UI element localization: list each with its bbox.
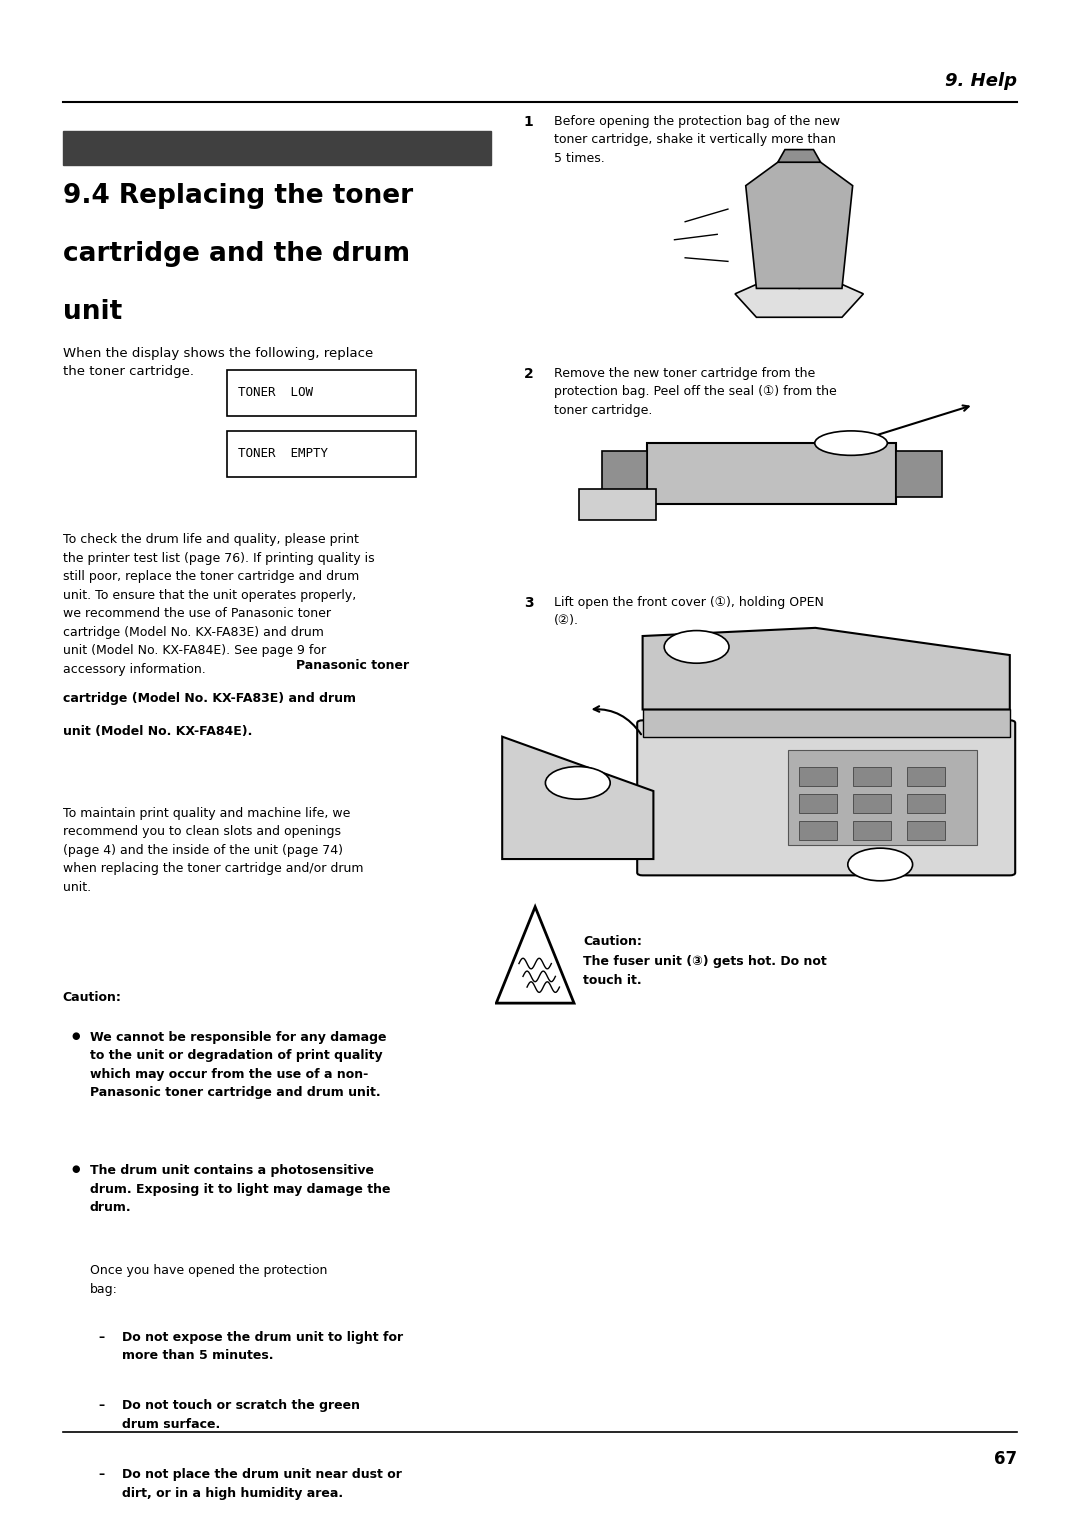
- Text: Before opening the protection bag of the new
toner cartridge, shake it verticall: Before opening the protection bag of the…: [554, 115, 840, 165]
- Bar: [896, 451, 942, 497]
- Text: –: –: [98, 1331, 105, 1343]
- Text: When the display shows the following, replace
the toner cartridge.: When the display shows the following, re…: [63, 347, 373, 377]
- Circle shape: [848, 848, 913, 880]
- Text: Once you have opened the protection
bag:: Once you have opened the protection bag:: [90, 1264, 327, 1296]
- Text: unit (Model No. KX-FA84E).: unit (Model No. KX-FA84E).: [63, 724, 252, 738]
- Text: Remove the new toner cartridge from the
protection bag. Peel off the seal (①) fr: Remove the new toner cartridge from the …: [554, 367, 837, 417]
- Text: Caution:: Caution:: [63, 992, 122, 1004]
- Polygon shape: [778, 150, 821, 162]
- Bar: [853, 767, 891, 785]
- Polygon shape: [497, 906, 575, 1004]
- Bar: [647, 443, 896, 504]
- Text: We cannot be responsible for any damage
to the unit or degradation of print qual: We cannot be responsible for any damage …: [90, 1031, 387, 1099]
- Text: ①: ①: [847, 439, 855, 448]
- Text: –: –: [98, 1400, 105, 1412]
- Polygon shape: [579, 489, 656, 520]
- Circle shape: [814, 431, 888, 455]
- Text: ●: ●: [71, 1164, 80, 1174]
- Bar: [799, 793, 837, 813]
- Text: Panasonic toner: Panasonic toner: [296, 660, 409, 672]
- Bar: [907, 793, 945, 813]
- Text: 2: 2: [524, 367, 534, 380]
- Text: 3: 3: [524, 596, 534, 610]
- Text: cartridge and the drum: cartridge and the drum: [63, 241, 409, 267]
- Text: 67: 67: [995, 1450, 1017, 1468]
- Bar: [799, 767, 837, 785]
- Bar: [788, 750, 977, 845]
- Polygon shape: [502, 736, 653, 859]
- Bar: [853, 821, 891, 840]
- Text: The fuser unit (③) gets hot. Do not
touch it.: The fuser unit (③) gets hot. Do not touc…: [583, 955, 827, 987]
- Bar: [227, 431, 416, 477]
- Text: TONER  EMPTY: TONER EMPTY: [238, 448, 327, 460]
- Bar: [907, 821, 945, 840]
- Text: 3: 3: [877, 859, 883, 869]
- Bar: [602, 451, 647, 497]
- Polygon shape: [735, 281, 863, 318]
- Text: 1: 1: [693, 642, 700, 652]
- Bar: [227, 370, 416, 416]
- Text: 9.4 Replacing the toner: 9.4 Replacing the toner: [63, 183, 413, 209]
- Text: To check the drum life and quality, please print
the printer test list (page 76): To check the drum life and quality, plea…: [63, 533, 375, 675]
- Text: Caution:: Caution:: [583, 935, 643, 949]
- Bar: [799, 821, 837, 840]
- Polygon shape: [745, 162, 853, 289]
- Circle shape: [664, 631, 729, 663]
- Bar: [63, 131, 491, 165]
- Circle shape: [545, 767, 610, 799]
- Text: TONER  LOW: TONER LOW: [238, 387, 312, 399]
- Text: unit: unit: [63, 299, 122, 325]
- Bar: [853, 793, 891, 813]
- Text: Lift open the front cover (①), holding OPEN
(②).: Lift open the front cover (①), holding O…: [554, 596, 824, 628]
- Text: –: –: [98, 1468, 105, 1481]
- Text: 1: 1: [524, 115, 534, 128]
- Bar: [907, 767, 945, 785]
- Polygon shape: [643, 628, 1010, 709]
- Bar: [643, 709, 1010, 736]
- Text: ●: ●: [71, 1031, 80, 1041]
- Text: Do not place the drum unit near dust or
dirt, or in a high humidity area.: Do not place the drum unit near dust or …: [122, 1468, 402, 1499]
- Text: cartridge (Model No. KX-FA83E) and drum: cartridge (Model No. KX-FA83E) and drum: [63, 692, 355, 704]
- Text: 9. Help: 9. Help: [945, 72, 1017, 90]
- Text: Do not expose the drum unit to light for
more than 5 minutes.: Do not expose the drum unit to light for…: [122, 1331, 403, 1363]
- Text: 2: 2: [575, 778, 581, 788]
- FancyBboxPatch shape: [637, 720, 1015, 876]
- Text: To maintain print quality and machine life, we
recommend you to clean slots and : To maintain print quality and machine li…: [63, 807, 363, 894]
- Text: The drum unit contains a photosensitive
drum. Exposing it to light may damage th: The drum unit contains a photosensitive …: [90, 1164, 390, 1215]
- Text: Do not touch or scratch the green
drum surface.: Do not touch or scratch the green drum s…: [122, 1400, 360, 1430]
